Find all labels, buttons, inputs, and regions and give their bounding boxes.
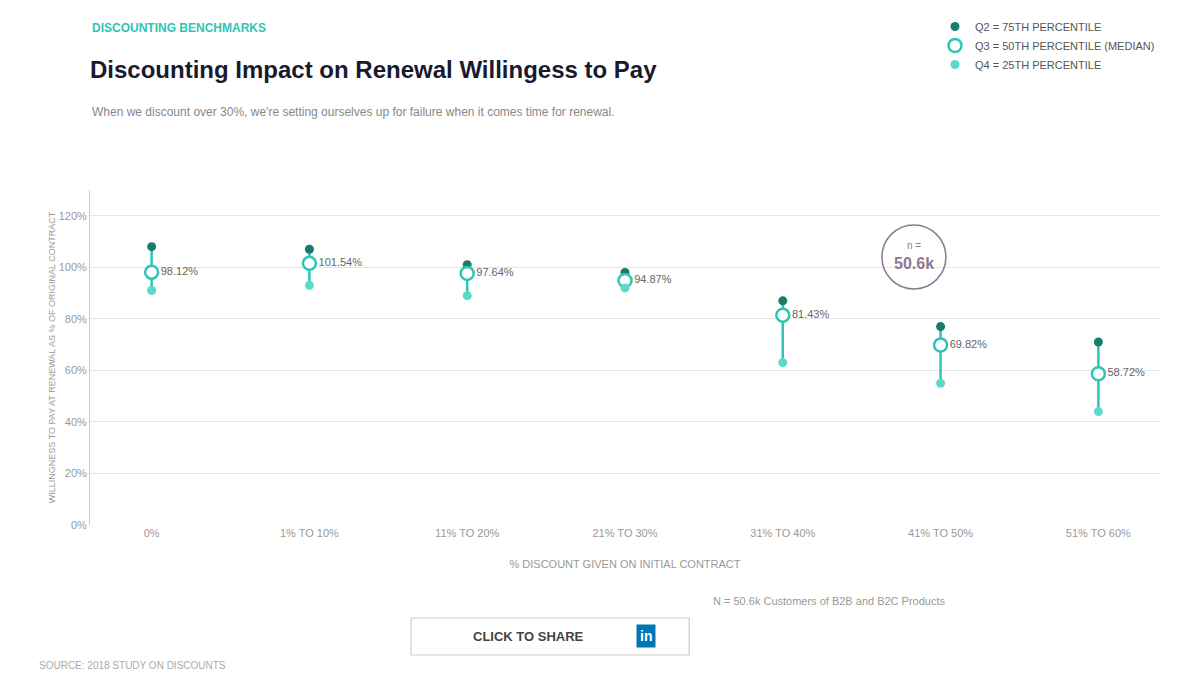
svg-text:31% TO 40%: 31% TO 40% xyxy=(750,527,815,539)
svg-text:51% TO 60%: 51% TO 60% xyxy=(1066,527,1131,539)
svg-text:0%: 0% xyxy=(144,527,160,539)
svg-text:58.72%: 58.72% xyxy=(1108,366,1146,378)
svg-text:98.12%: 98.12% xyxy=(161,265,199,277)
svg-text:41% TO 50%: 41% TO 50% xyxy=(908,527,973,539)
svg-text:N = 50.6k Customers of B2B and: N = 50.6k Customers of B2B and B2C Produ… xyxy=(713,595,946,607)
svg-text:20%: 20% xyxy=(65,467,87,479)
svg-text:80%: 80% xyxy=(65,313,87,325)
svg-text:Q3 = 50TH PERCENTILE (MEDIAN): Q3 = 50TH PERCENTILE (MEDIAN) xyxy=(975,40,1154,52)
svg-text:1% TO 10%: 1% TO 10% xyxy=(280,527,339,539)
svg-text:101.54%: 101.54% xyxy=(319,256,363,268)
svg-text:81.43%: 81.43% xyxy=(792,308,830,320)
svg-text:50.6k: 50.6k xyxy=(894,255,934,272)
svg-text:Discounting Impact on Renewal: Discounting Impact on Renewal Willingess… xyxy=(90,56,657,83)
svg-text:97.64%: 97.64% xyxy=(476,266,514,278)
svg-text:21% TO 30%: 21% TO 30% xyxy=(592,527,657,539)
svg-text:WILLINGNESS TO PAY AT RENEWAL: WILLINGNESS TO PAY AT RENEWAL AS % OF OR… xyxy=(47,211,57,503)
svg-text:CLICK TO SHARE: CLICK TO SHARE xyxy=(473,629,584,644)
svg-text:94.87%: 94.87% xyxy=(634,273,672,285)
svg-text:SOURCE: 2018 STUDY ON DISCOUNT: SOURCE: 2018 STUDY ON DISCOUNTS xyxy=(39,660,226,671)
svg-text:0%: 0% xyxy=(71,519,87,531)
svg-text:69.82%: 69.82% xyxy=(950,338,988,350)
svg-text:DISCOUNTING BENCHMARKS: DISCOUNTING BENCHMARKS xyxy=(92,21,266,35)
svg-text:60%: 60% xyxy=(65,364,87,376)
svg-text:100%: 100% xyxy=(59,261,87,273)
svg-text:Q2 = 75TH PERCENTILE: Q2 = 75TH PERCENTILE xyxy=(975,21,1101,33)
svg-text:in: in xyxy=(640,628,652,644)
svg-text:n =: n = xyxy=(907,240,921,251)
svg-text:% DISCOUNT GIVEN ON INITIAL CO: % DISCOUNT GIVEN ON INITIAL CONTRACT xyxy=(509,558,740,570)
svg-text:120%: 120% xyxy=(59,210,87,222)
svg-text:11% TO 20%: 11% TO 20% xyxy=(435,527,499,539)
svg-text:When we discount over 30%, we': When we discount over 30%, we're setting… xyxy=(92,105,615,119)
svg-text:Q4 = 25TH PERCENTILE: Q4 = 25TH PERCENTILE xyxy=(975,59,1101,71)
svg-text:40%: 40% xyxy=(65,416,87,428)
